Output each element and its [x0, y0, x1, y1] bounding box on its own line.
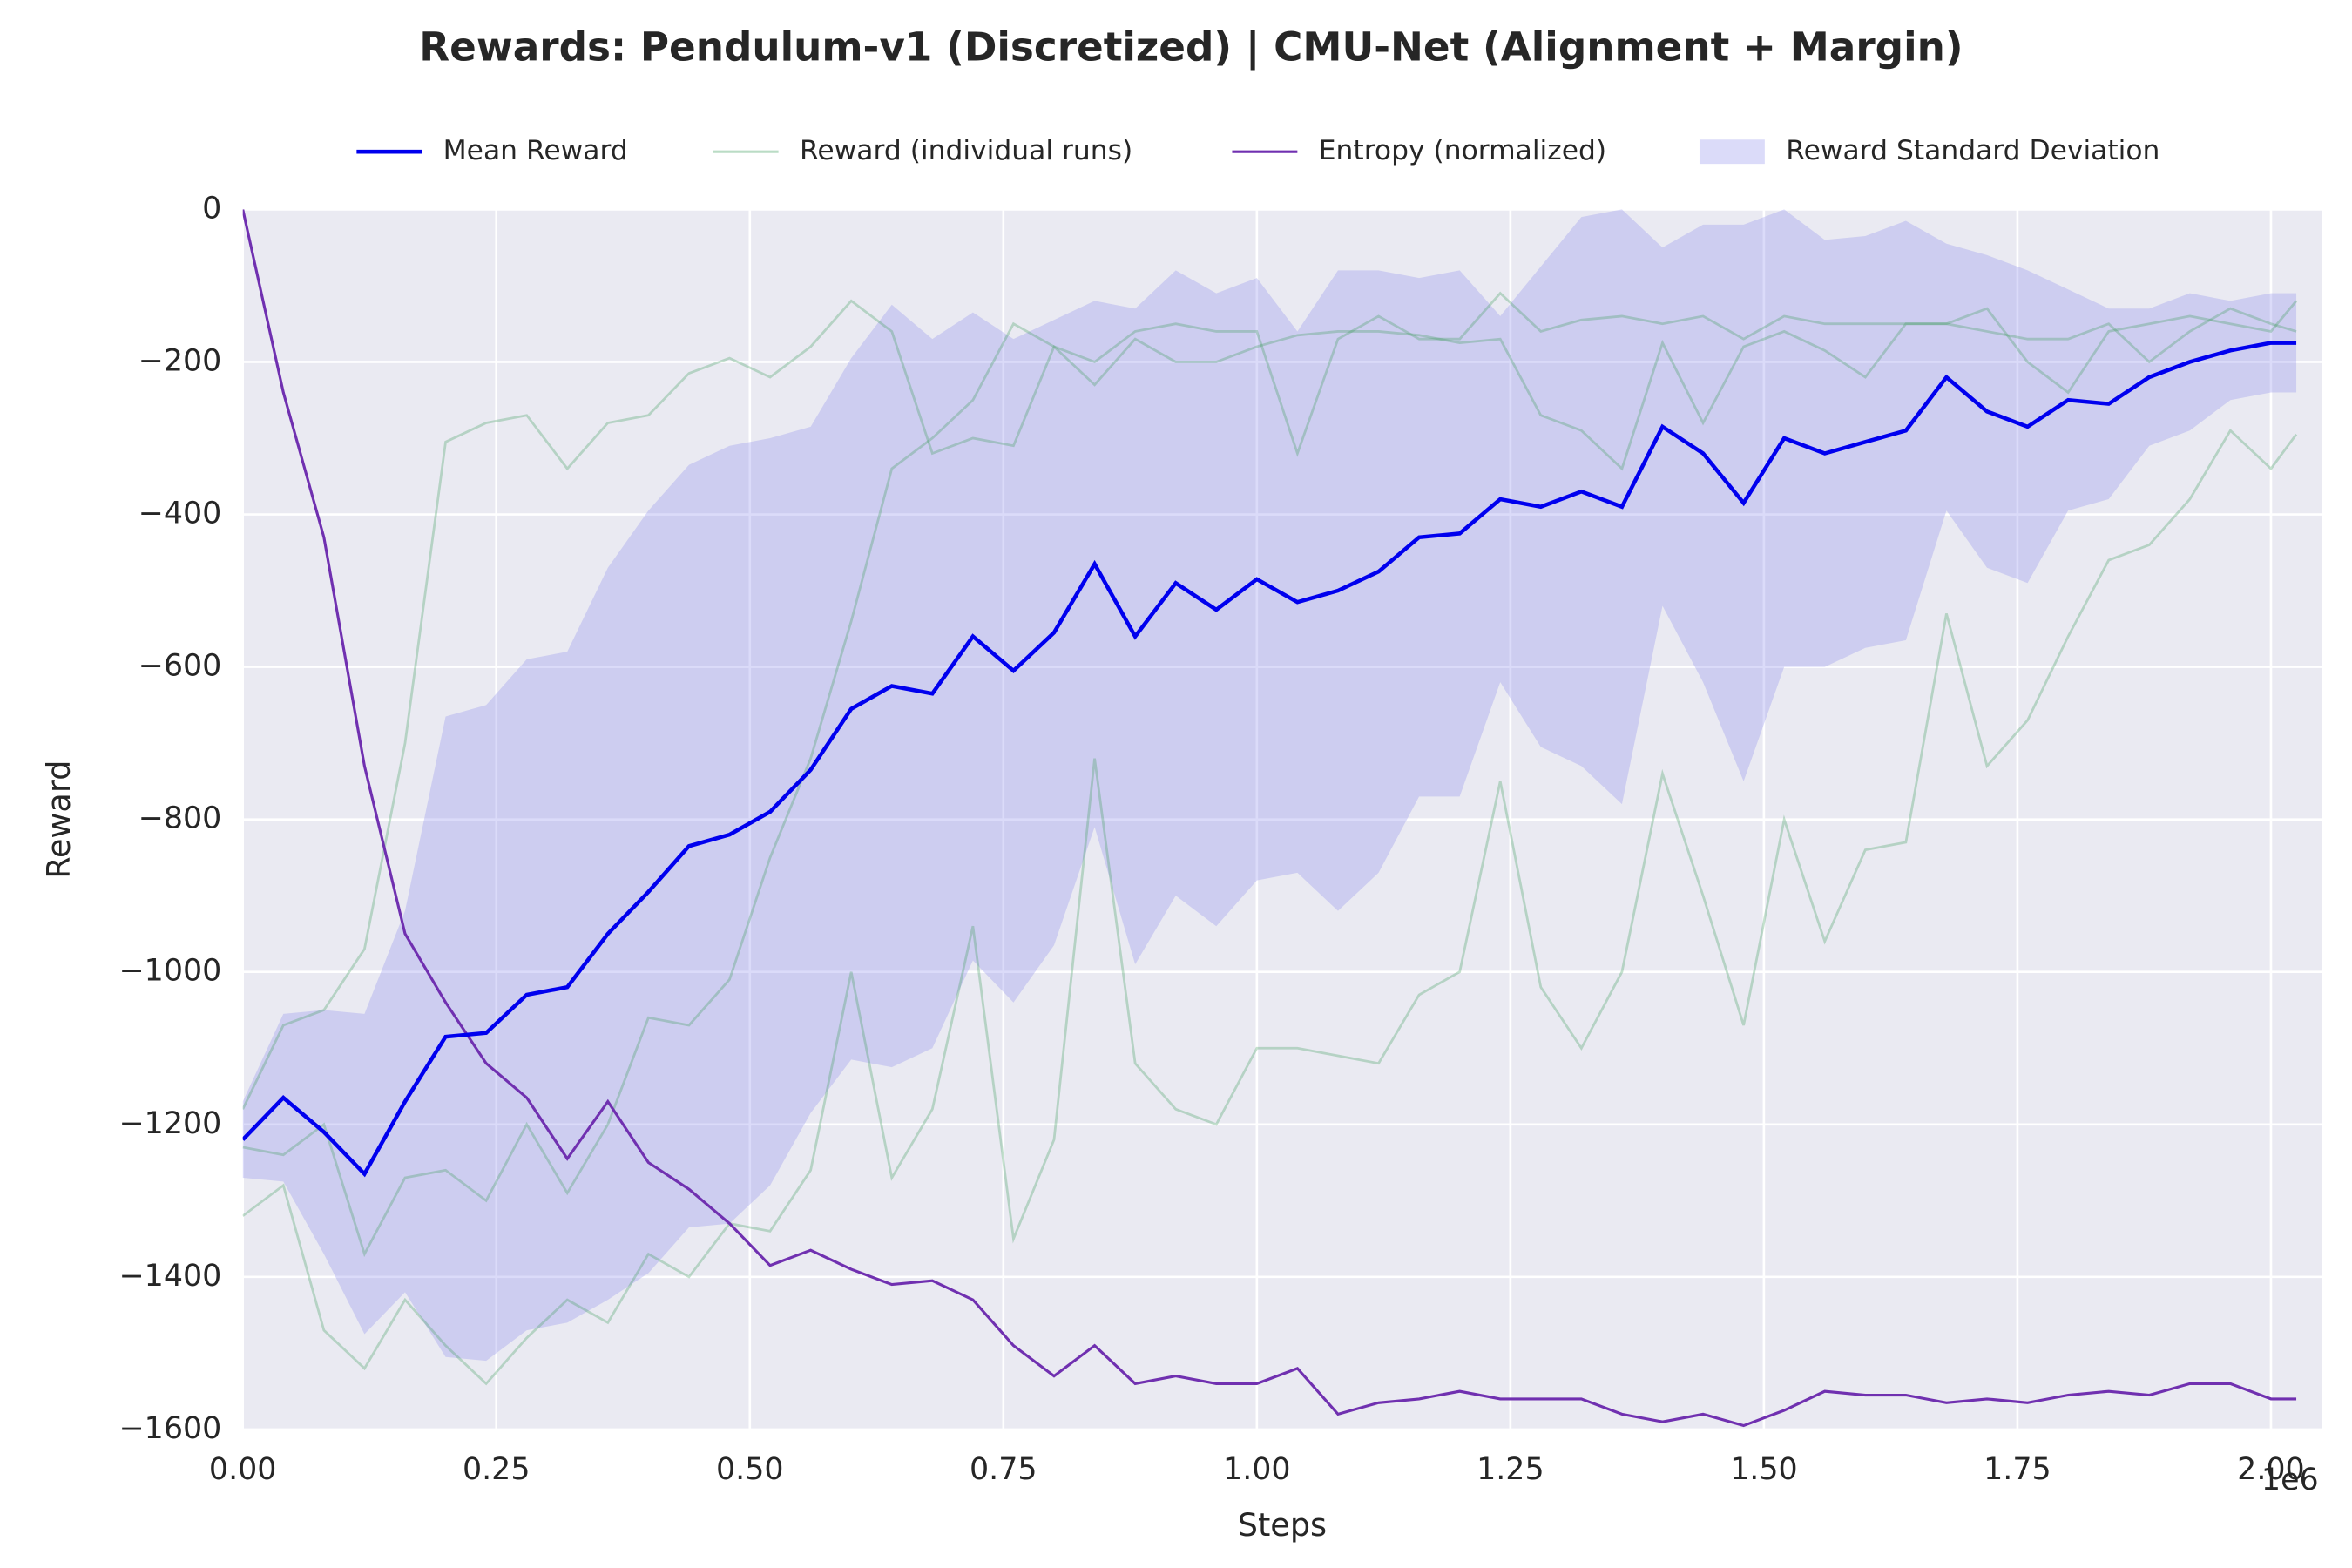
grid — [241, 208, 2322, 1431]
x-tick-label: 0.75 — [970, 1452, 1037, 1487]
chart-title: Rewards: Pendulum-v1 (Discretized) | CMU… — [419, 24, 1963, 70]
y-tick-label: 0 — [202, 191, 221, 226]
x-tick-label: 1.50 — [1730, 1452, 1798, 1487]
legend-label: Entropy (normalized) — [1319, 135, 1606, 166]
entropy-line — [242, 209, 2297, 1428]
marks — [242, 209, 2298, 1428]
x-tick-label: 1.00 — [1223, 1452, 1291, 1487]
y-axis-label: Reward — [40, 760, 78, 879]
run-line — [242, 307, 2297, 1258]
legend: Mean Reward Reward (individual runs) Entro… — [356, 135, 2159, 166]
y-tick-label: −200 — [139, 343, 222, 378]
y-tick-label: −1400 — [118, 1259, 221, 1294]
y-tick-label: −800 — [139, 801, 222, 836]
x-axis-label: Steps — [1238, 1506, 1327, 1544]
y-tick-label: −400 — [139, 497, 222, 531]
legend-label: Mean Reward — [443, 135, 628, 166]
run-line — [242, 291, 2298, 1110]
x-offset-label: 1e6 — [2261, 1463, 2319, 1497]
x-tick-label: 2.00 — [2237, 1452, 2305, 1487]
legend-label: Reward Standard Deviation — [1786, 135, 2159, 166]
legend-label: Reward (individual runs) — [800, 135, 1132, 166]
y-tick-label: −1000 — [118, 954, 221, 989]
y-tick-label: −1600 — [118, 1411, 221, 1446]
y-tick-label: −600 — [139, 649, 222, 684]
ticks: 0.00 0.25 0.50 0.75 1.00 1.25 1.50 1.75 2.00 −160… — [118, 191, 2304, 1487]
x-tick-label: 1.25 — [1477, 1452, 1544, 1487]
mean-line — [242, 341, 2297, 1178]
std-band — [242, 209, 2297, 1362]
legend-swatch — [1699, 139, 1765, 165]
y-tick-label: −1200 — [118, 1106, 221, 1141]
x-tick-label: 0.50 — [716, 1452, 784, 1487]
run-line — [242, 429, 2298, 1386]
x-tick-label: 1.75 — [1984, 1452, 2051, 1487]
x-tick-label: 0.25 — [463, 1452, 531, 1487]
x-tick-label: 0.00 — [209, 1452, 277, 1487]
